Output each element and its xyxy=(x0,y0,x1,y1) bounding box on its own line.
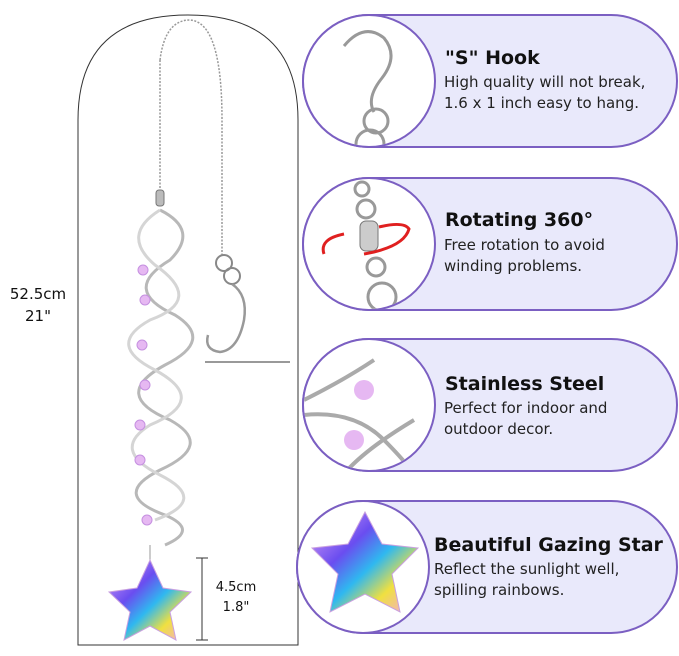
star-size-in: 1.8" xyxy=(222,600,250,615)
feature-title: Beautiful Gazing Star xyxy=(434,534,663,556)
crystal-star-icon xyxy=(296,500,430,634)
feature-desc: Perfect for indoor and outdoor decor. xyxy=(444,399,608,438)
crystal-beads xyxy=(134,264,153,526)
feature-desc: High quality will not break, 1.6 x 1 inch… xyxy=(444,73,646,112)
feature-title: Stainless Steel xyxy=(445,373,605,395)
star-size-cm: 4.5cm xyxy=(215,580,257,595)
size-arch-outline xyxy=(77,14,299,646)
total-length-cm: 52.5cm xyxy=(9,285,67,303)
s-hook xyxy=(206,282,246,354)
feature-title: "S" Hook xyxy=(445,47,540,69)
spiral xyxy=(127,208,195,547)
feature-desc: Reflect the sunlight well, spilling rainb… xyxy=(434,560,620,599)
swivel-icon xyxy=(302,177,436,311)
total-length-in: 21" xyxy=(25,307,51,325)
s-hook-icon xyxy=(302,14,436,148)
feature-desc: Free rotation to avoid winding problems. xyxy=(444,236,605,275)
spiral-icon xyxy=(302,338,436,472)
product-illustration xyxy=(77,14,299,646)
feature-title: Rotating 360° xyxy=(445,209,594,231)
crystal-star xyxy=(107,558,193,641)
chain xyxy=(159,19,223,255)
